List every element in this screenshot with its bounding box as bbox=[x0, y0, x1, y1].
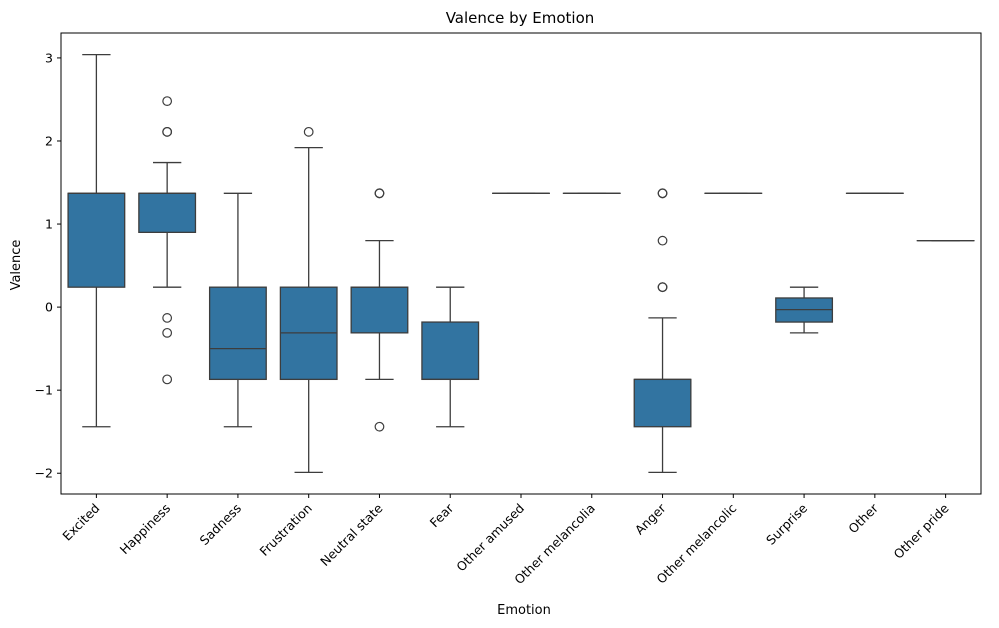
box bbox=[633, 378, 692, 428]
x-tick-label: Other pride bbox=[890, 500, 951, 561]
box-group bbox=[138, 96, 197, 385]
y-axis-title: Valence bbox=[9, 240, 24, 291]
x-tick-label: Other bbox=[845, 500, 881, 536]
x-tick-label: Fear bbox=[427, 500, 457, 530]
box-group bbox=[421, 286, 480, 428]
outlier-point bbox=[374, 188, 385, 199]
box bbox=[350, 286, 409, 334]
box-group bbox=[775, 286, 834, 334]
x-tick-label: Anger bbox=[632, 500, 670, 538]
x-tick-label: Sadness bbox=[197, 501, 244, 548]
y-tick-label: −2 bbox=[35, 466, 53, 481]
box bbox=[208, 286, 267, 381]
box-group bbox=[350, 188, 409, 432]
y-tick-label: −1 bbox=[35, 383, 53, 398]
box-group bbox=[208, 192, 267, 428]
outlier-point bbox=[162, 313, 173, 323]
box bbox=[138, 192, 197, 234]
outlier-point bbox=[162, 126, 173, 137]
x-tick-label: Neutral state bbox=[317, 500, 386, 569]
y-axis: −2 −1 0 1 2 3 bbox=[35, 50, 61, 481]
y-tick-label: 2 bbox=[45, 133, 53, 148]
x-tick-label: Frustration bbox=[256, 501, 314, 559]
box-group bbox=[633, 188, 692, 474]
outlier-point bbox=[657, 188, 668, 199]
box-group bbox=[67, 53, 126, 428]
outlier-point bbox=[374, 421, 385, 432]
box-group bbox=[279, 126, 338, 474]
x-tick-label: Excited bbox=[59, 501, 102, 544]
outlier-point bbox=[303, 126, 314, 137]
box bbox=[421, 321, 480, 381]
plot-area bbox=[67, 53, 975, 474]
x-tick-label: Happiness bbox=[117, 501, 174, 558]
x-tick-label: Other amused bbox=[453, 501, 527, 575]
plot-frame bbox=[60, 32, 982, 495]
box bbox=[67, 192, 126, 288]
outlier-point bbox=[162, 96, 173, 107]
outlier-point bbox=[162, 327, 173, 338]
x-axis-title: Emotion bbox=[497, 603, 551, 618]
outlier-point bbox=[162, 374, 173, 385]
outlier-point bbox=[657, 235, 668, 246]
x-tick-label: Surprise bbox=[763, 500, 810, 547]
y-tick-label: 0 bbox=[45, 300, 53, 315]
y-tick-label: 1 bbox=[45, 217, 53, 232]
chart-title: Valence by Emotion bbox=[446, 9, 595, 27]
x-axis: Excited Happiness Sadness Frustration Neutra… bbox=[59, 494, 952, 587]
outlier-point bbox=[657, 282, 668, 293]
y-tick-label: 3 bbox=[45, 50, 53, 65]
